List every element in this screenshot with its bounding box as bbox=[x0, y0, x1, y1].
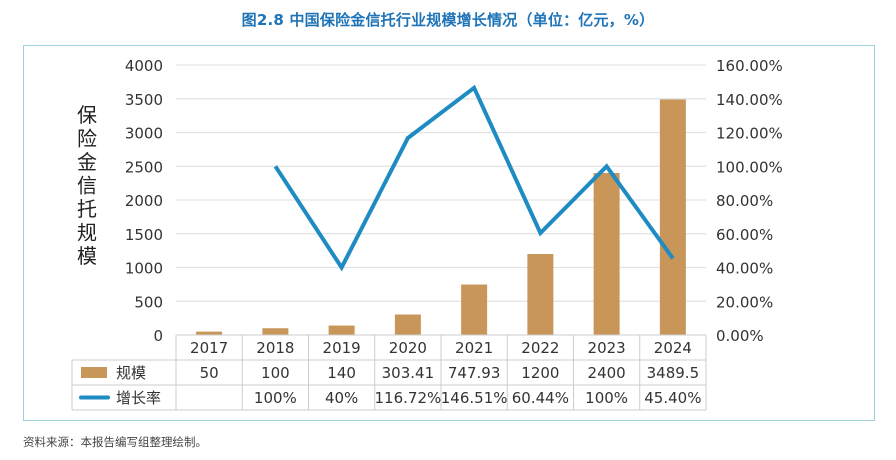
y2-tick-label: 0.00% bbox=[716, 327, 764, 345]
y-tick-label: 2500 bbox=[125, 158, 163, 176]
y2-tick-label: 120.00% bbox=[716, 125, 783, 143]
y2-tick-label: 100.00% bbox=[716, 158, 783, 176]
y-tick-label: 1500 bbox=[125, 226, 163, 244]
x-tick-label: 2023 bbox=[588, 339, 626, 357]
y2-tick-label: 40.00% bbox=[716, 260, 773, 278]
x-tick-label: 2022 bbox=[521, 339, 559, 357]
bar-swatch-icon bbox=[81, 367, 107, 378]
y2-tick-label: 80.00% bbox=[716, 192, 773, 210]
y-tick-label: 3500 bbox=[125, 91, 163, 109]
table-cell: 100% bbox=[254, 389, 297, 407]
y-axis-label: 保险金信托规模 bbox=[77, 103, 97, 268]
table-cell: 2400 bbox=[588, 364, 626, 382]
table-cell: 747.93 bbox=[448, 364, 501, 382]
chart-frame bbox=[23, 45, 875, 421]
x-tick-label: 2018 bbox=[256, 339, 294, 357]
x-tick-label: 2024 bbox=[654, 339, 692, 357]
bar-series-scale bbox=[196, 99, 686, 336]
table-cell: 116.72% bbox=[375, 389, 442, 407]
table-cell: 146.51% bbox=[441, 389, 508, 407]
table-cell: 100 bbox=[261, 364, 290, 382]
source-note: 资料来源：本报告编写组整理绘制。 bbox=[23, 435, 207, 449]
bar-2023 bbox=[593, 173, 620, 335]
table-cell: 303.41 bbox=[382, 364, 435, 382]
x-tick-label: 2019 bbox=[323, 339, 361, 357]
bar-2017 bbox=[196, 331, 223, 335]
table-cell: 3489.5 bbox=[647, 364, 700, 382]
bar-2020 bbox=[394, 314, 421, 335]
legend-label: 增长率 bbox=[116, 389, 161, 407]
gridlines bbox=[176, 64, 706, 302]
y-tick-label: 4000 bbox=[125, 57, 163, 75]
table-cell: 1200 bbox=[521, 364, 559, 382]
y2-tick-label: 140.00% bbox=[716, 91, 783, 109]
table-cell: 60.44% bbox=[512, 389, 569, 407]
bar-2019 bbox=[328, 325, 355, 335]
bar-2021 bbox=[461, 284, 488, 335]
x-tick-label: 2021 bbox=[455, 339, 493, 357]
right-y-axis: 0.00% 20.00% 40.00% 60.00% 80.00% 100.00% 120.… bbox=[716, 57, 783, 345]
y-tick-label: 0 bbox=[153, 327, 163, 345]
table-cell: 45.40% bbox=[644, 389, 701, 407]
y-tick-label: 2000 bbox=[125, 192, 163, 210]
table-cell: 100% bbox=[585, 389, 628, 407]
x-tick-label: 2017 bbox=[190, 339, 228, 357]
table-cell: 140 bbox=[327, 364, 356, 382]
chart-title: 图2.8 中国保险金信托行业规模增长情况（单位：亿元，%） bbox=[241, 11, 655, 29]
legend-label: 规模 bbox=[116, 364, 146, 382]
y2-tick-label: 160.00% bbox=[716, 57, 783, 75]
table-cell: 50 bbox=[200, 364, 219, 382]
line-series-growth-rate bbox=[273, 84, 675, 272]
table-cell: 40% bbox=[325, 389, 358, 407]
bar-2024 bbox=[659, 99, 686, 336]
y2-tick-label: 20.00% bbox=[716, 293, 773, 311]
y-tick-label: 3000 bbox=[125, 125, 163, 143]
x-tick-label: 2020 bbox=[389, 339, 427, 357]
left-y-axis: 0 500 1000 1500 2000 2500 3000 3500 4000 bbox=[125, 57, 163, 345]
y-tick-label: 500 bbox=[134, 293, 163, 311]
y-tick-label: 1000 bbox=[125, 260, 163, 278]
bar-2018 bbox=[262, 328, 289, 335]
bar-2022 bbox=[527, 254, 554, 335]
y2-tick-label: 60.00% bbox=[716, 226, 773, 244]
